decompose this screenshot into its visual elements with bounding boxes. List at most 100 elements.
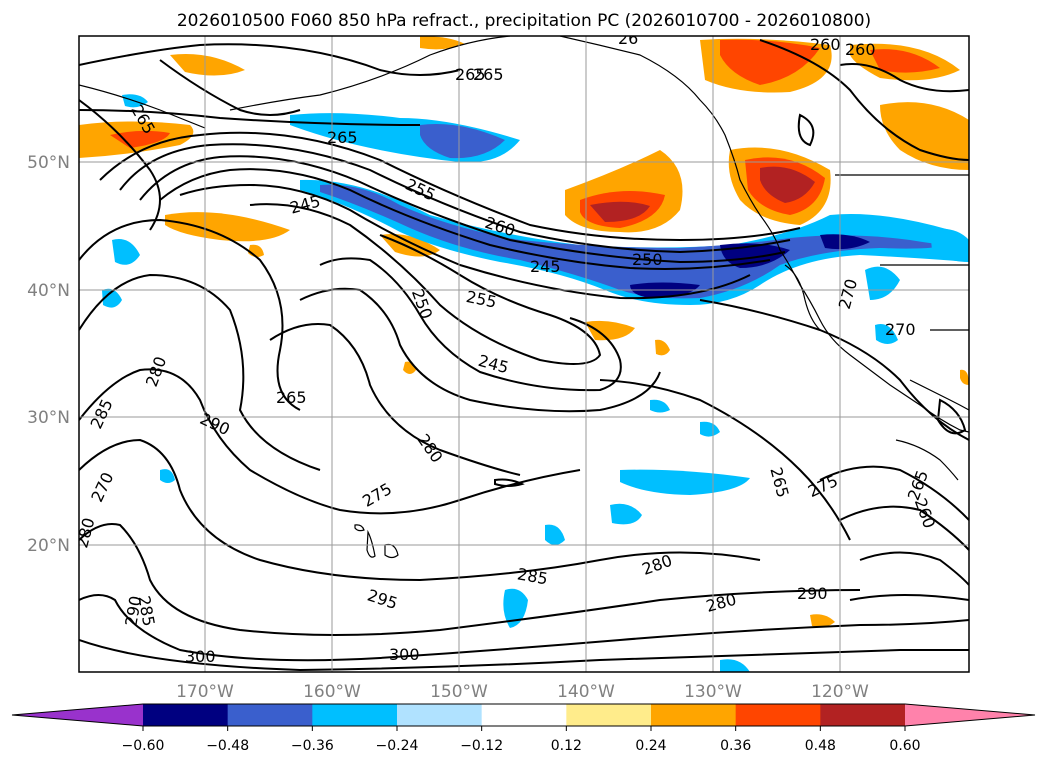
- lon-label-120w: 120°W: [811, 682, 869, 702]
- colorbar-tick-label: 0.60: [889, 738, 920, 754]
- contour-line: [79, 594, 969, 662]
- coastlines: [79, 36, 969, 559]
- negative-area: [112, 239, 140, 265]
- refractivity-contours: [79, 39, 969, 672]
- lat-label-50n: 50°N: [27, 153, 70, 173]
- positive-area: [810, 614, 835, 628]
- colorbar-tick-label: 0.12: [551, 738, 582, 754]
- contour-label: 300: [185, 647, 216, 666]
- latitude-labels: 50°N 40°N 30°N 20°N: [27, 153, 70, 556]
- negative-area: [420, 124, 505, 159]
- colorbar-segment: [820, 704, 906, 726]
- contour-line: [79, 43, 461, 76]
- positive-area: [165, 212, 290, 242]
- colorbar-tick-label: −0.48: [206, 738, 249, 754]
- coastline: [79, 36, 511, 129]
- negative-area: [700, 421, 720, 437]
- contour-label: 250: [632, 250, 663, 269]
- colorbar-segment: [397, 704, 483, 726]
- positive-area: [760, 166, 815, 203]
- contour-line: [79, 109, 421, 126]
- lon-label-170w: 170°W: [176, 682, 234, 702]
- negative-area: [503, 588, 528, 628]
- colorbar-tick-label: 0.24: [635, 738, 666, 754]
- contour-line: [599, 379, 851, 541]
- lon-label-150w: 150°W: [430, 682, 488, 702]
- positive-area: [870, 49, 940, 73]
- positive-area: [655, 339, 670, 356]
- colorbar-segment: [735, 704, 821, 726]
- contour-label: 265: [276, 388, 307, 407]
- contour-line: [79, 639, 969, 672]
- map-frame: [78, 35, 970, 673]
- negative-area: [102, 288, 122, 308]
- negative-area: [720, 243, 790, 268]
- positive-area: [170, 54, 245, 76]
- contour-line: [79, 218, 301, 411]
- positive-area: [420, 36, 465, 50]
- lat-label-30n: 30°N: [27, 408, 70, 428]
- contour-line: [99, 131, 801, 242]
- lon-label-140w: 140°W: [557, 682, 615, 702]
- colorbar-segment: [651, 704, 737, 726]
- negative-area: [865, 266, 900, 300]
- contour-line: [79, 523, 861, 636]
- colorbar-segment: [566, 704, 652, 726]
- coastline: [559, 36, 969, 433]
- colorbar-extend-high: [905, 704, 1035, 726]
- contour-label: 260: [810, 35, 841, 54]
- positive-area: [880, 102, 969, 170]
- contour-label: 260: [845, 40, 876, 59]
- colorbar-segment: [312, 704, 398, 726]
- colorbar-tick-label: 0.36: [720, 738, 751, 754]
- contour-line: [819, 465, 969, 601]
- contour-label: 265: [455, 65, 486, 84]
- positive-area: [585, 320, 635, 341]
- positive-area: [590, 201, 650, 222]
- contour-line: [179, 183, 751, 300]
- contour-line: [119, 143, 791, 254]
- negative-area: [650, 399, 670, 413]
- precip-shading: [79, 36, 969, 672]
- contour-line: [79, 273, 321, 471]
- longitude-labels: 170°W 160°W 150°W 140°W 130°W 120°W: [176, 682, 869, 702]
- colorbar-ticks: −0.60 −0.48 −0.36 −0.24 −0.12 0.12 0.24 0.36 0.4…: [122, 726, 921, 754]
- contour-label: 245: [530, 257, 561, 276]
- lat-label-40n: 40°N: [27, 281, 70, 301]
- contour-label: 26: [618, 29, 638, 48]
- colorbar-tick-label: −0.60: [122, 738, 165, 754]
- graticule: [79, 36, 969, 672]
- lat-label-20n: 20°N: [27, 536, 70, 556]
- colorbar-tick-label: −0.24: [376, 738, 419, 754]
- contour-line: [79, 368, 581, 515]
- colorbar-segment: [481, 704, 567, 726]
- colorbar: −0.60 −0.48 −0.36 −0.24 −0.12 0.12 0.24 0.36 0.4…: [11, 703, 1036, 754]
- contour-line: [494, 113, 967, 487]
- negative-area: [545, 524, 565, 545]
- negative-area: [620, 469, 750, 495]
- contour-label: 270: [885, 320, 916, 339]
- contour-line: [139, 155, 786, 264]
- contour-line: [249, 203, 602, 365]
- contour-line: [699, 299, 969, 441]
- contour-labels: 265 265 265 255 260 245 245 250 255 250 …: [79, 29, 939, 666]
- colorbar-tick-label: 0.48: [805, 738, 836, 754]
- contour-line: [839, 63, 969, 93]
- contour-label: 300: [389, 645, 420, 664]
- colorbar-segment: [143, 704, 229, 726]
- contour-line: [79, 99, 161, 231]
- negative-area: [720, 659, 750, 672]
- contour-line: [269, 323, 521, 476]
- coastline: [835, 174, 969, 331]
- colorbar-segment: [227, 704, 313, 726]
- negative-area: [160, 469, 175, 483]
- contour-line: [79, 438, 761, 582]
- contour-line: [759, 39, 969, 161]
- coastline: [784, 264, 821, 331]
- negative-area: [610, 503, 642, 525]
- contour-line: [159, 59, 301, 116]
- contour-label: 265: [473, 65, 504, 84]
- colorbar-extend-low: [12, 704, 143, 726]
- contour-line: [159, 168, 771, 270]
